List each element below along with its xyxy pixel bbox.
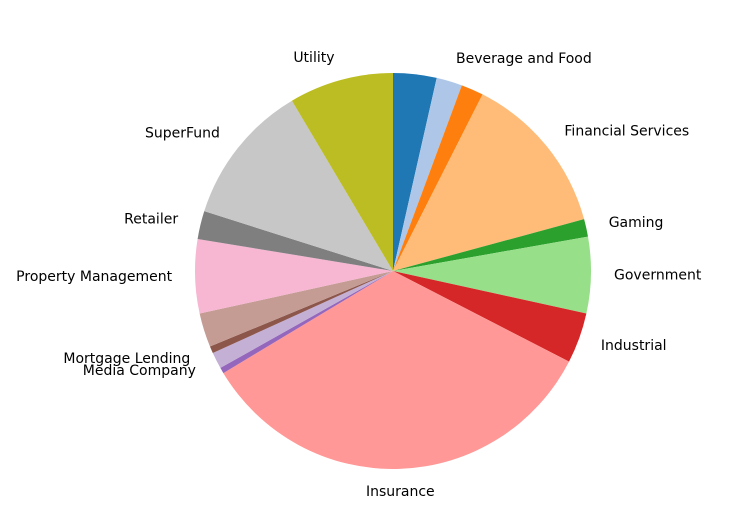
slice-label-gaming: Gaming xyxy=(609,215,664,231)
pie-slice-industrial xyxy=(393,271,587,362)
pie-slices xyxy=(195,73,591,470)
pie-slice-unlabeled-2 xyxy=(393,85,483,271)
pie-slice-government xyxy=(393,236,591,314)
pie-slice-media-company xyxy=(212,271,393,368)
pie-slice-beverage-and-food xyxy=(393,77,462,271)
slice-label-utility: Utility xyxy=(293,50,334,66)
slice-label-superfund: SuperFund xyxy=(145,126,220,142)
slice-label-beverage-and-food: Beverage and Food xyxy=(456,51,592,67)
pie-slice-unlabeled-0 xyxy=(393,73,437,271)
slice-label-industrial: Industrial xyxy=(601,338,667,354)
slice-label-government: Government xyxy=(614,268,702,284)
pie-slice-insurance xyxy=(223,271,570,470)
slice-label-retailer: Retailer xyxy=(124,212,178,228)
slice-label-mortgage-lending: Mortgage Lending xyxy=(63,351,190,367)
pie-labels: Beverage and Food Financial Services Gamin… xyxy=(16,50,702,500)
pie-slice-unlabeled-11 xyxy=(199,271,393,347)
pie-slice-retailer xyxy=(197,211,393,271)
pie-slice-gaming xyxy=(393,219,588,271)
slice-label-property-management: Property Management xyxy=(16,269,172,285)
pie-slice-superfund xyxy=(204,100,393,271)
pie-slice-property-management xyxy=(195,238,393,314)
slice-label-insurance: Insurance xyxy=(366,484,435,500)
pie-slice-unlabeled-8 xyxy=(220,271,393,374)
pie-slice-mortgage-lending xyxy=(209,271,393,354)
slice-label-media-company: Media Company xyxy=(83,363,196,379)
pie-slice-financial-services xyxy=(393,94,585,271)
slice-label-financial-services: Financial Services xyxy=(564,124,689,140)
pie-slice-utility xyxy=(291,73,393,271)
